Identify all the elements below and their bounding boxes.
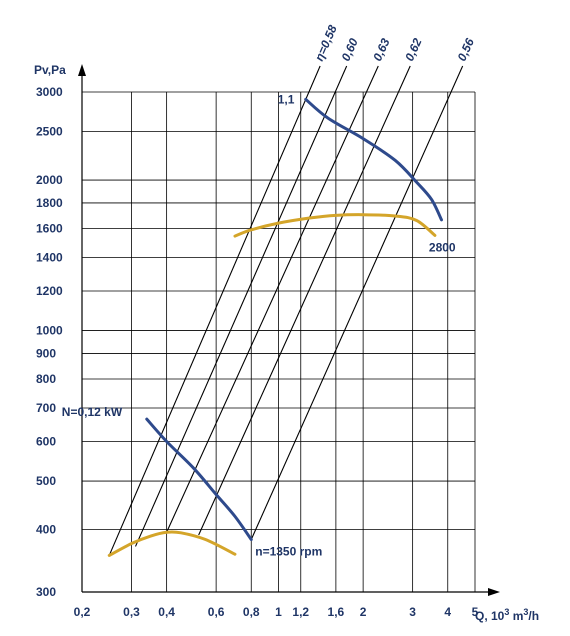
x-tick-label: 0,2 <box>74 605 91 619</box>
efficiency-line <box>250 65 464 540</box>
efficiency-line <box>108 65 321 556</box>
x-tick-label: 3 <box>409 605 416 619</box>
y-tick-label: 1200 <box>36 284 63 298</box>
series-curves <box>107 97 443 557</box>
y-tick-label: 2000 <box>36 173 63 187</box>
x-axis-label-suffix: /h <box>528 609 539 623</box>
efficiency-line <box>135 65 348 547</box>
x-axis-label-mid: m <box>509 609 523 623</box>
x-tick-label: 5 <box>472 605 479 619</box>
y-tick-label: 600 <box>36 434 56 448</box>
y-tick-label: 400 <box>36 523 56 537</box>
y-tick-label: 3000 <box>36 85 63 99</box>
power-high-curve <box>304 97 443 222</box>
power-low-curve <box>145 417 253 542</box>
y-tick-label: 2500 <box>36 125 63 139</box>
y-tick-label: 1400 <box>36 250 63 264</box>
y-tick-label: 700 <box>36 401 56 415</box>
x-axis-label-exp2: 3 <box>523 607 528 617</box>
grid <box>82 91 476 592</box>
x-axis-label-exp1: 3 <box>504 607 509 617</box>
x-tick-label: 0,8 <box>243 605 260 619</box>
annotation: n=1350 rpm <box>255 545 322 559</box>
efficiency-line <box>198 65 411 536</box>
y-tick-label: 1800 <box>36 196 63 210</box>
x-tick-label: 0,6 <box>208 605 225 619</box>
y-tick-label: 1000 <box>36 324 63 338</box>
x-axis-arrow <box>488 588 500 596</box>
x-axis-label: Q, 103 m3/h <box>475 607 539 623</box>
x-tick-label: 1,6 <box>328 605 345 619</box>
y-tick-label: 300 <box>36 585 56 599</box>
efficiency-label: 0,60 <box>339 36 361 63</box>
efficiency-line <box>166 65 379 533</box>
efficiency-label: η=0,58 <box>312 23 340 63</box>
annotations: 1,1 2800 N=0,12 kW n=1350 rpm <box>62 92 456 558</box>
efficiency-label: 0,62 <box>402 36 424 63</box>
tick-labels: 300 400 500 600 700 800 900 1000 1200 1400 1600 180… <box>36 85 479 619</box>
x-tick-label: 1 <box>275 605 282 619</box>
x-tick-label: 4 <box>444 605 451 619</box>
annotation: 2800 <box>429 240 456 254</box>
efficiency-label: 0,63 <box>370 36 393 63</box>
annotation: N=0,12 kW <box>62 405 123 419</box>
y-axis-arrow <box>78 64 86 76</box>
y-axis-label: Pv,Pa <box>34 63 66 77</box>
pressure-low-curve <box>107 530 237 557</box>
y-tick-label: 900 <box>36 346 56 360</box>
x-axis-label-prefix: Q, 10 <box>475 609 505 623</box>
x-tick-label: 2 <box>360 605 367 619</box>
pressure-high-curve <box>233 213 437 238</box>
annotation: 1,1 <box>278 92 295 106</box>
x-tick-label: 0,3 <box>123 605 140 619</box>
y-tick-label: 1600 <box>36 222 63 236</box>
x-tick-label: 1,2 <box>292 605 309 619</box>
y-tick-label: 800 <box>36 372 56 386</box>
axes <box>78 64 500 596</box>
efficiency-label: 0,56 <box>455 36 477 63</box>
x-tick-label: 0,4 <box>158 605 175 619</box>
y-tick-label: 500 <box>36 474 56 488</box>
